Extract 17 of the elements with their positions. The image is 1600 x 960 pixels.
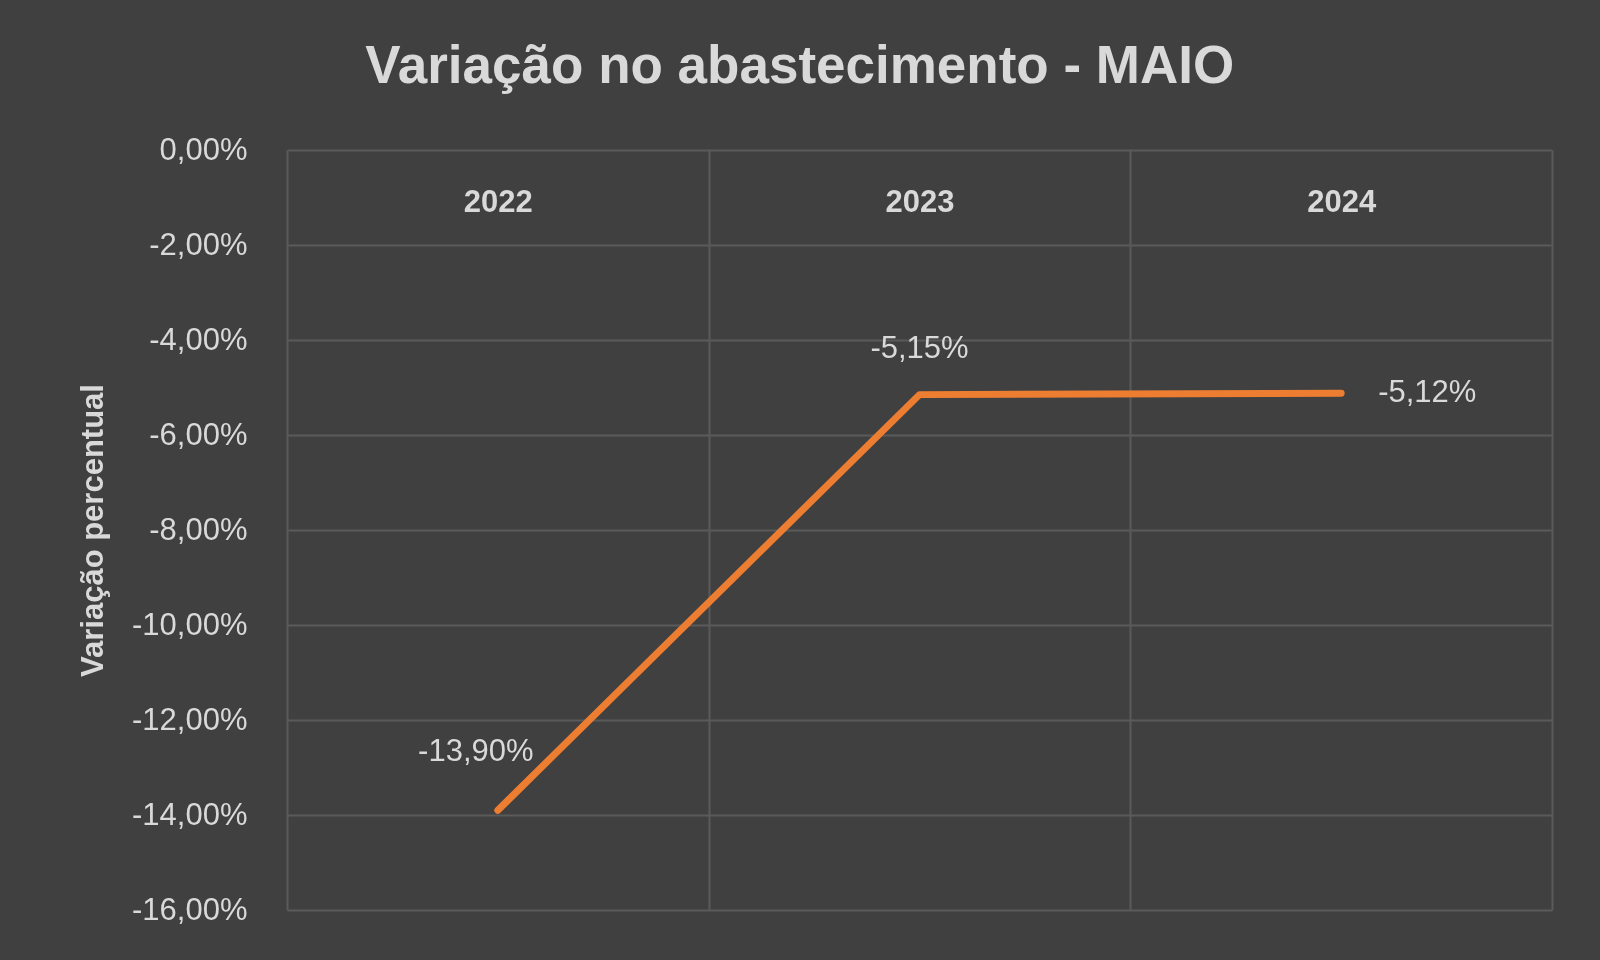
- y-tick-label: -14,00%: [132, 796, 248, 832]
- x-tick-label: 2023: [885, 183, 955, 219]
- y-tick-label: -12,00%: [132, 701, 248, 737]
- y-tick-label: -2,00%: [149, 226, 248, 262]
- x-tick-label: 2022: [463, 183, 533, 219]
- data-label: -5,15%: [870, 329, 969, 365]
- y-tick-label: -16,00%: [132, 891, 248, 927]
- y-tick-label: -4,00%: [149, 321, 248, 357]
- y-tick-label: -8,00%: [149, 511, 248, 547]
- y-tick-label: -6,00%: [149, 416, 248, 452]
- data-label: -13,90%: [418, 733, 534, 769]
- y-tick-label: 0,00%: [159, 131, 248, 167]
- y-tick-label: -10,00%: [132, 606, 248, 642]
- x-tick-label: 2024: [1307, 183, 1377, 219]
- chart-title: Variação no abastecimento - MAIO: [365, 35, 1235, 94]
- data-label: -5,12%: [1378, 374, 1477, 410]
- y-axis-title: Variação percentual: [75, 384, 111, 677]
